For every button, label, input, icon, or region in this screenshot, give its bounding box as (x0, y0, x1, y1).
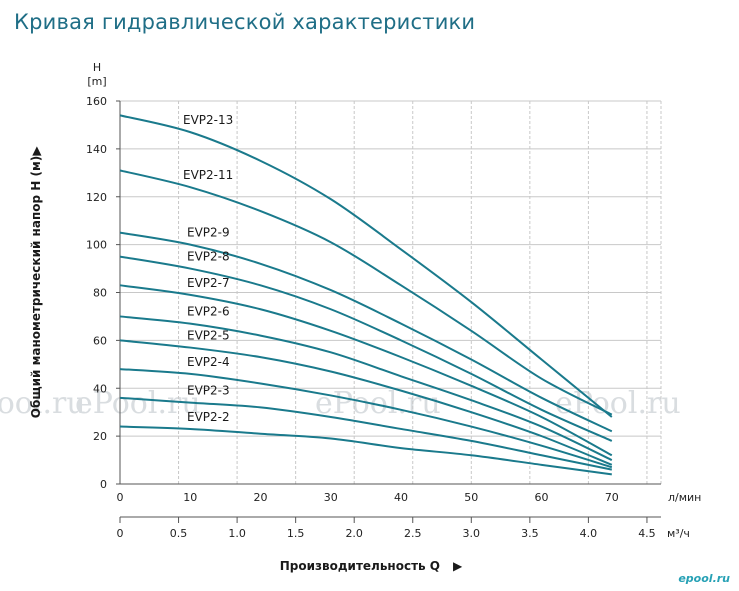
curve-evp2-5 (119, 339, 613, 466)
curve-label: EVP2-8 (187, 250, 230, 264)
x-tick-label: 70 (605, 491, 619, 504)
x-axis-title: Производительность Q (280, 559, 440, 573)
curve-evp2-3 (119, 396, 613, 471)
x2-tick-label: 3.5 (521, 527, 539, 540)
watermark-text: ePool.ru (75, 386, 201, 421)
curve-evp2-8 (119, 255, 613, 442)
logo-text: epool.ru (678, 572, 730, 585)
x2-tick-label: 4.0 (580, 527, 598, 540)
x-tick-label: 10 (183, 491, 197, 504)
curve-label: EVP2-5 (187, 329, 230, 343)
curve-label: EVP2-13 (183, 113, 233, 127)
curve-label: EVP2-6 (187, 305, 230, 319)
y-unit-label: [m] (87, 75, 106, 88)
curve-evp2-6 (119, 315, 613, 461)
chart-labels: EVP2-13 EVP2-11 EVP2-9 EVP2-8 EVP2-7 EVP2-6 EV… (183, 113, 233, 424)
x2-tick-label: 3.0 (463, 527, 481, 540)
x2-tick-label: 1.0 (228, 527, 246, 540)
y-tick-label: 20 (93, 430, 107, 443)
curve-label: EVP2-11 (183, 168, 233, 182)
x2-tick-label: 2.5 (404, 527, 422, 540)
x2-tick-label: 0 (117, 527, 124, 540)
curve-label: EVP2-4 (187, 355, 230, 369)
y-tick-label: 160 (86, 95, 107, 108)
x2-tick-label: 2.0 (345, 527, 363, 540)
curve-evp2-13 (119, 114, 613, 418)
curve-label: EVP2-9 (187, 226, 230, 240)
x-tick-label: 60 (535, 491, 549, 504)
curve-evp2-4 (119, 368, 613, 469)
x2-tick-label: 1.5 (287, 527, 305, 540)
x-tick-label: 30 (324, 491, 338, 504)
x2-unit-label: м³/ч (667, 527, 690, 540)
curve-evp2-9 (119, 231, 613, 433)
curve-label: EVP2-7 (187, 276, 230, 290)
watermark-text: ePool.ru (315, 386, 441, 421)
y-tick-label: 140 (86, 143, 107, 156)
x-unit-label: л/мин (668, 491, 701, 504)
watermark-text: ePool.ru (0, 386, 86, 421)
y-axis-title: Общий манометрический напор H (м) (29, 156, 43, 419)
curve-evp2-11 (119, 169, 613, 416)
x2-tick-label: 0.5 (170, 527, 188, 540)
chart-curves (119, 114, 613, 476)
curve-evp2-7 (119, 284, 613, 457)
curve-evp2-2 (119, 425, 612, 476)
x-tick-label: 40 (394, 491, 408, 504)
watermark-text: ePool.ru (555, 386, 681, 421)
x-tick-label: 20 (254, 491, 268, 504)
x-axis-arrow: ▶ (453, 559, 463, 573)
x-tick-label: 50 (464, 491, 478, 504)
y-unit-symbol: H (93, 61, 101, 74)
y-axis-arrow: ▶ (29, 146, 43, 156)
y-tick-label: 100 (86, 239, 107, 252)
chart-axes: 0 20 40 60 80 100 120 140 160 0 10 20 30 40 50 60 70 л/ми… (29, 61, 701, 573)
y-tick-label: 0 (100, 478, 107, 491)
x-tick-label: 0 (117, 491, 124, 504)
logo: epool.ru (678, 572, 730, 585)
curve-label: EVP2-2 (187, 410, 230, 424)
curve-label: EVP2-3 (187, 384, 230, 398)
y-tick-label: 60 (93, 334, 107, 347)
y-tick-label: 120 (86, 191, 107, 204)
x2-tick-label: 4.5 (638, 527, 656, 540)
y-tick-label: 80 (93, 287, 107, 300)
page-title: Кривая гидравлической характеристики (14, 10, 476, 34)
y-tick-label: 40 (93, 382, 107, 395)
